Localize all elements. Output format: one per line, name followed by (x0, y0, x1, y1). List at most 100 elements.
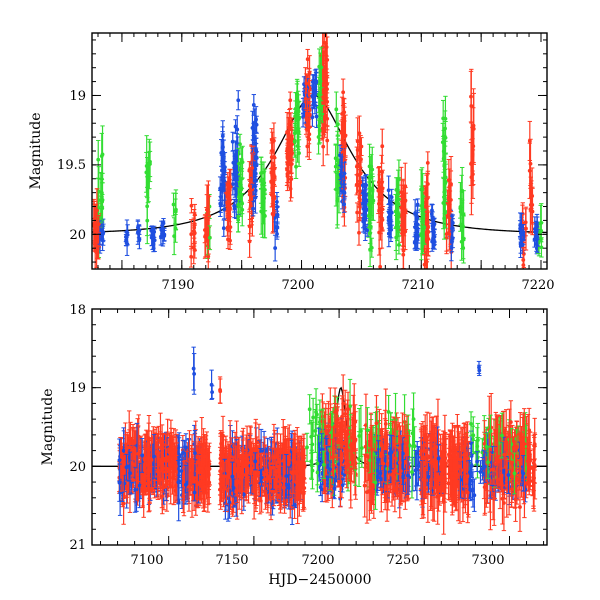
data-point-green (207, 225, 213, 251)
data-marker (403, 229, 408, 234)
data-marker (275, 204, 280, 209)
data-marker (518, 242, 523, 246)
data-marker (368, 247, 372, 252)
top-y-tick-label: 20 (69, 228, 86, 243)
data-marker (339, 130, 344, 135)
data-marker (458, 205, 463, 209)
top-y-tick-label: 19 (69, 89, 86, 104)
data-marker (304, 118, 309, 122)
top-x-tick-label: 7220 (521, 278, 554, 293)
data-marker (334, 107, 339, 112)
data-marker (471, 126, 476, 131)
data-marker (443, 175, 448, 180)
data-point-red (96, 214, 101, 234)
data-marker (413, 211, 418, 216)
data-marker (422, 262, 427, 267)
data-point-green (295, 102, 301, 134)
data-marker (343, 144, 348, 149)
data-point-green (458, 182, 463, 232)
data-point-blue (230, 172, 236, 196)
data-point-red (356, 219, 362, 246)
data-marker (316, 135, 321, 139)
data-marker (521, 258, 526, 262)
data-marker (314, 80, 319, 85)
top-y-tick-label: 19.5 (57, 158, 86, 173)
data-marker (365, 228, 370, 233)
data-marker (450, 226, 454, 231)
data-point-blue (337, 144, 343, 166)
data-point-green (173, 189, 179, 230)
data-point-green (396, 159, 402, 200)
data-marker (461, 224, 466, 229)
data-marker (152, 229, 157, 234)
data-marker (367, 202, 371, 207)
data-marker (355, 210, 360, 215)
data-marker (100, 152, 105, 157)
data-marker (251, 206, 256, 211)
data-marker (297, 151, 301, 155)
data-marker (535, 234, 540, 239)
data-marker (342, 202, 347, 207)
data-point-red (227, 231, 233, 251)
data-marker (234, 159, 239, 163)
data-marker (528, 161, 533, 166)
data-marker (401, 195, 405, 200)
data-marker (325, 138, 330, 143)
data-marker (248, 196, 253, 201)
data-marker (259, 178, 263, 183)
data-point-blue (222, 199, 227, 220)
data-point-red (188, 245, 194, 268)
data-point-green (422, 209, 427, 245)
data-marker (305, 144, 310, 149)
data-marker (204, 222, 209, 227)
data-marker (446, 178, 451, 183)
top-panel-data (92, 33, 547, 269)
data-point-red (376, 166, 382, 198)
data-point-red (269, 167, 275, 184)
data-point-blue (310, 85, 315, 107)
data-point-green (316, 119, 321, 155)
data-marker (423, 204, 428, 209)
data-marker (207, 235, 212, 240)
data-marker (380, 217, 385, 222)
data-marker (318, 105, 323, 110)
data-marker (222, 207, 227, 212)
data-marker (99, 194, 104, 199)
data-marker (250, 166, 255, 170)
data-marker (325, 82, 329, 87)
data-point-green (368, 196, 373, 230)
data-point-red (304, 109, 309, 131)
data-point-green (292, 130, 297, 152)
data-marker (325, 58, 330, 62)
data-point-blue (137, 229, 142, 250)
data-marker (338, 153, 342, 158)
data-point-blue (364, 223, 370, 237)
data-marker (325, 116, 330, 121)
data-point-blue (389, 188, 394, 206)
data-marker (355, 139, 360, 144)
data-marker (425, 196, 430, 201)
data-marker (358, 171, 363, 176)
data-marker (378, 264, 383, 269)
data-marker (324, 45, 329, 50)
data-marker (230, 182, 235, 187)
data-point-red (521, 247, 526, 269)
data-marker (160, 227, 165, 232)
data-point-blue (412, 199, 418, 228)
data-marker (310, 93, 315, 98)
data-point-blue (236, 90, 241, 111)
data-marker (401, 252, 406, 257)
data-marker (442, 216, 447, 221)
data-marker (290, 136, 294, 141)
data-marker (368, 174, 373, 178)
data-marker (305, 57, 310, 62)
data-marker (426, 237, 431, 241)
data-marker (341, 149, 346, 154)
data-point-blue (151, 228, 156, 249)
data-marker (96, 157, 101, 162)
data-marker (287, 170, 291, 175)
data-point-green (293, 154, 299, 179)
data-marker (530, 209, 535, 214)
data-marker (364, 208, 369, 212)
data-marker (420, 194, 425, 198)
